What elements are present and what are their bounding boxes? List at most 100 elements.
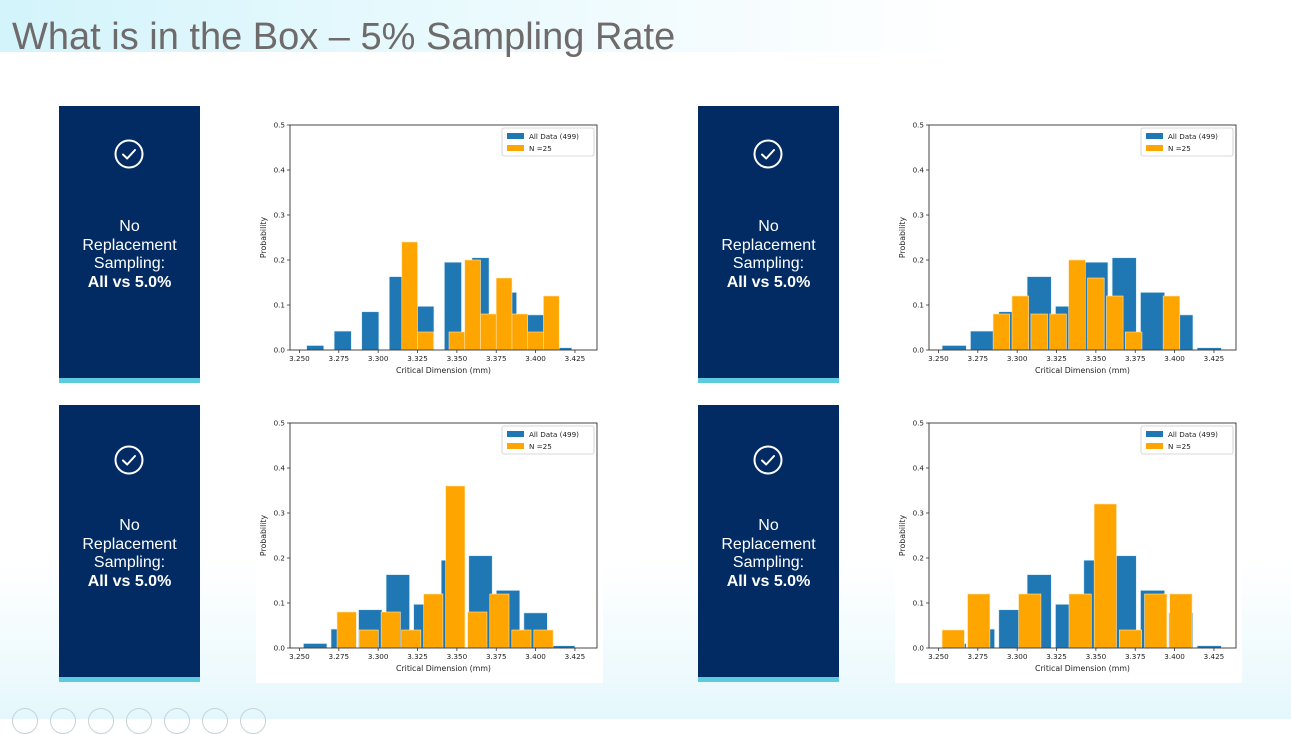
histogram-bottom-right: 3.250 3.275 3.300 3.325 3.350 3.375 3.400 3.425… bbox=[895, 408, 1242, 683]
panel-accent-stripe bbox=[698, 677, 839, 682]
grid-icon[interactable] bbox=[88, 708, 114, 734]
bar-all-data bbox=[970, 330, 995, 351]
bar-all-data bbox=[306, 345, 325, 351]
bar-sample bbox=[480, 313, 497, 351]
y-tick-label: 0.3 bbox=[913, 509, 924, 518]
bar-sample bbox=[1093, 503, 1117, 649]
bar-sample bbox=[1087, 277, 1105, 351]
y-tick-label: 0.3 bbox=[274, 211, 285, 220]
bar-sample bbox=[448, 331, 466, 351]
bar-sample bbox=[358, 629, 379, 649]
legend-swatch-sample bbox=[507, 145, 524, 151]
header-background bbox=[0, 0, 1291, 52]
x-tick-label: 3.425 bbox=[1204, 354, 1225, 363]
y-tick-label: 0.1 bbox=[274, 301, 285, 310]
panel-text: No Replacement Sampling: All vs 5.0% bbox=[698, 218, 839, 292]
legend-swatch-sample bbox=[1146, 145, 1163, 151]
bar-sample bbox=[336, 611, 357, 649]
x-tick-label: 3.325 bbox=[1046, 354, 1067, 363]
panel-line: No bbox=[119, 517, 140, 534]
bar-sample bbox=[967, 593, 991, 649]
y-tick-label: 0.0 bbox=[274, 644, 286, 653]
panel-line: Replacement bbox=[721, 236, 816, 254]
x-tick-label: 3.250 bbox=[289, 652, 310, 661]
check-circle-icon bbox=[753, 139, 783, 169]
y-tick-label: 0.0 bbox=[913, 346, 925, 355]
panel-line: Sampling: bbox=[93, 554, 166, 571]
panel-text: No Replacement Sampling: All vs 5.0% bbox=[59, 218, 200, 292]
x-tick-label: 3.275 bbox=[968, 354, 989, 363]
x-tick-label: 3.325 bbox=[407, 652, 428, 661]
slide-title: What is in the Box – 5% Sampling Rate bbox=[12, 16, 676, 58]
bar-sample bbox=[401, 241, 418, 351]
bar-sample bbox=[1068, 259, 1086, 351]
y-axis-label: Probability bbox=[259, 217, 268, 259]
x-tick-label: 3.250 bbox=[928, 354, 949, 363]
info-panel-bottom-right: No Replacement Sampling: All vs 5.0% bbox=[698, 405, 839, 682]
x-tick-label: 3.300 bbox=[368, 652, 389, 661]
y-tick-label: 0.0 bbox=[274, 346, 286, 355]
panel-line: Sampling: bbox=[732, 255, 805, 272]
bar-sample bbox=[1018, 593, 1042, 649]
x-tick-label: 3.300 bbox=[368, 354, 389, 363]
panel-accent-stripe bbox=[59, 378, 200, 383]
y-tick-label: 0.3 bbox=[274, 509, 285, 518]
series-sample bbox=[992, 259, 1181, 351]
legend: All Data (499) N =25 bbox=[1140, 425, 1234, 455]
axes-frame bbox=[289, 422, 598, 649]
bar-sample bbox=[495, 277, 513, 351]
x-tick-label: 3.400 bbox=[525, 652, 546, 661]
x-tick-label: 3.425 bbox=[1204, 652, 1225, 661]
info-panel-top-left: No Replacement Sampling: All vs 5.0% bbox=[59, 106, 200, 383]
bar-sample bbox=[464, 259, 481, 351]
subtitles-icon[interactable] bbox=[164, 708, 190, 734]
y-tick-label: 0.4 bbox=[274, 464, 286, 473]
x-tick-label: 3.375 bbox=[1125, 354, 1146, 363]
previous-icon[interactable] bbox=[12, 708, 38, 734]
bar-sample bbox=[941, 629, 965, 649]
y-tick-label: 0.3 bbox=[913, 211, 924, 220]
bar-sample bbox=[1125, 331, 1143, 351]
x-tick-label: 3.275 bbox=[968, 652, 989, 661]
x-tick-label: 3.375 bbox=[1125, 652, 1146, 661]
pointer-icon[interactable] bbox=[202, 708, 228, 734]
panel-line: No bbox=[119, 218, 140, 235]
chart-svg: 3.250 3.275 3.300 3.325 3.350 3.375 3.400 3.425… bbox=[898, 121, 1237, 375]
y-tick-label: 0.2 bbox=[274, 554, 285, 563]
axes-frame bbox=[928, 124, 1237, 351]
panel-line: Replacement bbox=[82, 535, 177, 553]
y-tick-label: 0.4 bbox=[913, 166, 925, 175]
zoom-icon[interactable] bbox=[126, 708, 152, 734]
x-tick-label: 3.300 bbox=[1007, 354, 1028, 363]
y-tick-label: 0.2 bbox=[913, 256, 924, 265]
legend-swatch-all-data bbox=[1146, 133, 1163, 139]
more-icon[interactable] bbox=[240, 708, 266, 734]
panel-line: Replacement bbox=[82, 236, 177, 254]
bar-sample bbox=[543, 295, 560, 351]
chart-svg: 3.250 3.275 3.300 3.325 3.350 3.375 3.400 3.425… bbox=[259, 121, 598, 375]
bar-sample bbox=[511, 313, 529, 351]
bar-all-data bbox=[333, 330, 352, 351]
pen-icon[interactable] bbox=[50, 708, 76, 734]
bar-sample bbox=[1162, 295, 1181, 351]
legend-label: N =25 bbox=[529, 144, 552, 153]
legend-label: All Data (499) bbox=[1168, 132, 1218, 141]
y-tick-label: 0.5 bbox=[274, 419, 285, 428]
y-axis-label: Probability bbox=[259, 515, 268, 557]
y-tick-label: 0.1 bbox=[913, 599, 924, 608]
slideshow-controls bbox=[12, 708, 266, 734]
info-panel-top-right: No Replacement Sampling: All vs 5.0% bbox=[698, 106, 839, 383]
panel-highlight: All vs 5.0% bbox=[726, 273, 811, 291]
panel-accent-stripe bbox=[59, 677, 200, 682]
x-tick-label: 3.250 bbox=[928, 652, 949, 661]
bar-sample bbox=[380, 611, 401, 649]
bar-sample bbox=[992, 313, 1011, 351]
axes-frame bbox=[289, 124, 598, 351]
legend: All Data (499) N =25 bbox=[501, 127, 595, 157]
panel-accent-stripe bbox=[698, 378, 839, 383]
info-panel-bottom-left: No Replacement Sampling: All vs 5.0% bbox=[59, 405, 200, 682]
y-tick-label: 0.1 bbox=[274, 599, 285, 608]
x-tick-label: 3.350 bbox=[447, 652, 468, 661]
panel-highlight: All vs 5.0% bbox=[726, 572, 811, 590]
y-tick-label: 0.1 bbox=[913, 301, 924, 310]
